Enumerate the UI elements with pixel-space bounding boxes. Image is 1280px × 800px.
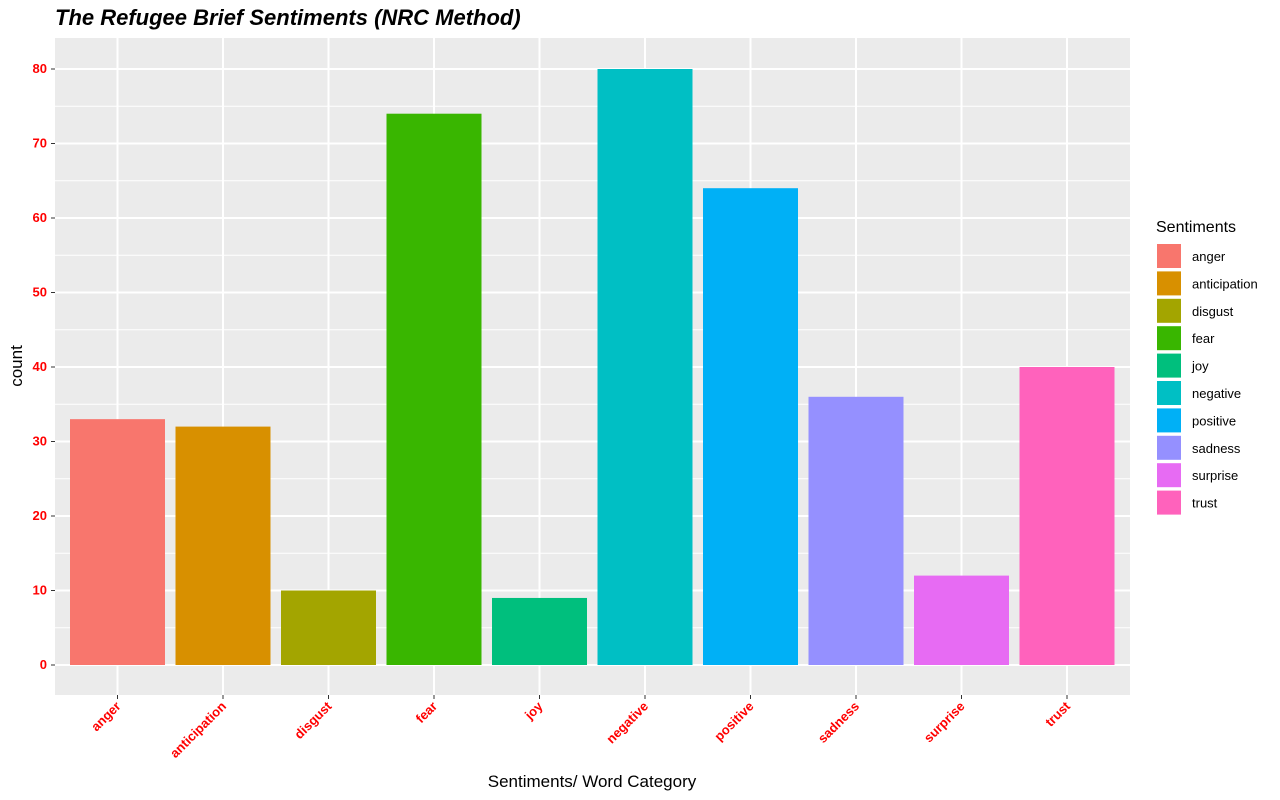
x-tick-label: fear	[413, 699, 440, 726]
x-tick-label: surprise	[921, 699, 968, 746]
y-tick-label: 40	[33, 359, 47, 374]
legend-label-fear: fear	[1192, 331, 1215, 346]
legend-title: Sentiments	[1156, 219, 1236, 236]
x-tick-label: disgust	[291, 698, 335, 742]
x-tick-label: positive	[711, 699, 756, 744]
legend-label-positive: positive	[1192, 413, 1236, 428]
chart-title: The Refugee Brief Sentiments (NRC Method…	[55, 5, 521, 30]
y-axis-title: count	[7, 345, 26, 387]
legend-label-joy: joy	[1191, 359, 1209, 374]
bar-fear	[386, 113, 482, 665]
y-tick-label: 10	[33, 583, 47, 598]
x-tick-label: joy	[521, 698, 546, 723]
legend-key-anger	[1157, 244, 1181, 268]
y-tick-label: 60	[33, 210, 47, 225]
bar-surprise	[914, 575, 1009, 665]
y-tick-label: 70	[33, 136, 47, 151]
legend-label-negative: negative	[1192, 386, 1241, 401]
bar-sadness	[808, 396, 904, 665]
bar-negative	[597, 69, 693, 665]
legend-key-joy	[1157, 353, 1181, 378]
y-tick-label: 20	[33, 508, 47, 523]
y-axis-ticks: 0 10 20 30 40 50 60 70 80	[33, 61, 55, 672]
bars	[70, 69, 1115, 665]
legend-key-surprise	[1157, 463, 1181, 488]
legend-key-positive	[1157, 408, 1181, 433]
y-tick-label: 80	[33, 61, 47, 76]
legend-label-trust: trust	[1192, 496, 1218, 511]
legend-key-fear	[1157, 326, 1181, 351]
legend-key-anticipation	[1157, 271, 1181, 296]
bar-trust	[1019, 367, 1115, 665]
y-tick-label: 0	[40, 657, 47, 672]
x-tick-label: negative	[603, 699, 651, 747]
x-tick-label: anticipation	[167, 698, 229, 760]
x-axis-ticks: anger anticipation disgust fear joy negative p…	[88, 695, 1074, 761]
y-tick-label: 50	[33, 285, 47, 300]
legend-label-anger: anger	[1192, 249, 1226, 264]
legend-key-disgust	[1157, 298, 1181, 323]
bar-anticipation	[175, 426, 271, 665]
x-tick-label: trust	[1042, 698, 1074, 730]
legend-label-surprise: surprise	[1192, 468, 1238, 483]
legend-key-negative	[1157, 381, 1181, 405]
legend-label-sadness: sadness	[1192, 441, 1241, 456]
legend-key-trust	[1157, 490, 1181, 515]
bar-joy	[492, 597, 587, 665]
x-axis-title: Sentiments/ Word Category	[488, 772, 697, 791]
legend-label-disgust: disgust	[1192, 304, 1234, 319]
legend: Sentiments anger anticipation disgust fear j…	[1156, 219, 1258, 515]
y-tick-label: 30	[33, 434, 47, 449]
bar-anger	[70, 419, 165, 665]
legend-label-anticipation: anticipation	[1192, 276, 1258, 291]
legend-key-sadness	[1157, 435, 1181, 460]
bar-positive	[703, 188, 798, 665]
x-tick-label: anger	[88, 699, 124, 735]
bar-disgust	[281, 590, 376, 665]
x-tick-label: sadness	[815, 699, 862, 746]
